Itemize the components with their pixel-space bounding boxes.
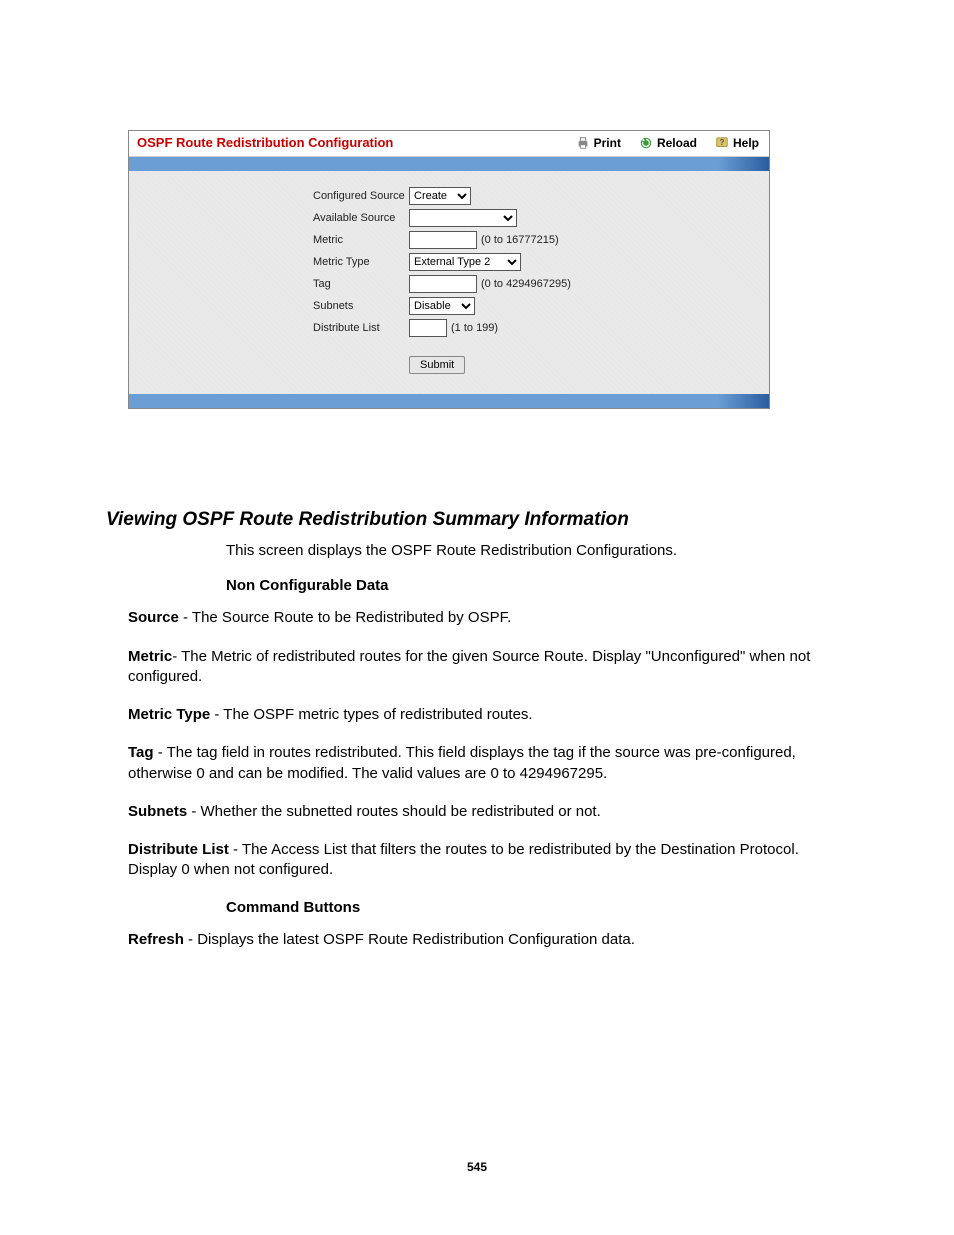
reload-button[interactable]: Reload: [639, 136, 697, 150]
help-button[interactable]: ? Help: [715, 136, 759, 150]
select-configured-source[interactable]: Create: [409, 187, 471, 205]
reload-label: Reload: [657, 136, 697, 150]
subheading-cmd: Command Buttons: [226, 899, 826, 916]
print-button[interactable]: Print: [576, 136, 621, 150]
hint-metric: (0 to 16777215): [481, 234, 559, 246]
def-source: Source - The Source Route to be Redistri…: [128, 608, 826, 628]
form-area: Configured Source Create Available Sourc…: [129, 171, 769, 394]
def-source-term: Source: [128, 609, 179, 626]
def-subnets-text: - Whether the subnetted routes should be…: [187, 803, 601, 820]
help-icon: ?: [715, 136, 729, 150]
hint-tag: (0 to 4294967295): [481, 278, 571, 290]
row-tag: Tag (0 to 4294967295): [129, 273, 769, 295]
def-dist-term: Distribute List: [128, 841, 229, 858]
label-distribute-list: Distribute List: [129, 322, 409, 334]
def-subnets-term: Subnets: [128, 803, 187, 820]
row-configured-source: Configured Source Create: [129, 185, 769, 207]
page-container: OSPF Route Redistribution Configuration …: [0, 0, 954, 1234]
def-distribute-list: Distribute List - The Access List that f…: [128, 840, 826, 881]
subheading-nonconfig: Non Configurable Data: [226, 577, 826, 594]
config-panel: OSPF Route Redistribution Configuration …: [128, 130, 770, 409]
def-metric-type: Metric Type - The OSPF metric types of r…: [128, 705, 826, 725]
def-source-text: - The Source Route to be Redistributed b…: [179, 609, 511, 626]
row-metric-type: Metric Type External Type 2: [129, 251, 769, 273]
def-metric: Metric- The Metric of redistributed rout…: [128, 647, 826, 688]
label-tag: Tag: [129, 278, 409, 290]
select-available-source[interactable]: [409, 209, 517, 227]
row-subnets: Subnets Disable: [129, 295, 769, 317]
help-label: Help: [733, 136, 759, 150]
submit-row: Submit: [129, 339, 769, 380]
bottom-blue-bar: [129, 394, 769, 408]
def-dist-text: - The Access List that filters the route…: [128, 841, 799, 878]
def-subnets: Subnets - Whether the subnetted routes s…: [128, 802, 826, 822]
top-blue-bar: [129, 157, 769, 171]
panel-title: OSPF Route Redistribution Configuration: [137, 135, 393, 150]
def-refresh: Refresh - Displays the latest OSPF Route…: [128, 930, 826, 950]
def-tag-text: - The tag field in routes redistributed.…: [128, 744, 796, 781]
select-subnets[interactable]: Disable: [409, 297, 475, 315]
select-metric-type[interactable]: External Type 2: [409, 253, 521, 271]
intro-text: This screen displays the OSPF Route Redi…: [226, 541, 826, 561]
panel-actions: Print Reload ? Help: [576, 136, 759, 150]
reload-icon: [639, 136, 653, 150]
def-metric-text: - The Metric of redistributed routes for…: [128, 648, 810, 685]
def-metric-type-term: Metric Type: [128, 706, 210, 723]
section-heading: Viewing OSPF Route Redistribution Summar…: [106, 509, 826, 531]
submit-button[interactable]: Submit: [409, 356, 465, 374]
def-metric-term: Metric: [128, 648, 172, 665]
label-metric-type: Metric Type: [129, 256, 409, 268]
input-metric[interactable]: [409, 231, 477, 249]
row-available-source: Available Source: [129, 207, 769, 229]
row-distribute-list: Distribute List (1 to 199): [129, 317, 769, 339]
print-label: Print: [594, 136, 621, 150]
label-available-source: Available Source: [129, 212, 409, 224]
row-metric: Metric (0 to 16777215): [129, 229, 769, 251]
def-tag-term: Tag: [128, 744, 154, 761]
page-number: 545: [128, 1160, 826, 1174]
print-icon: [576, 136, 590, 150]
def-refresh-text: - Displays the latest OSPF Route Redistr…: [184, 931, 635, 948]
def-metric-type-text: - The OSPF metric types of redistributed…: [210, 706, 532, 723]
label-metric: Metric: [129, 234, 409, 246]
def-tag: Tag - The tag field in routes redistribu…: [128, 743, 826, 784]
svg-text:?: ?: [720, 137, 725, 146]
label-configured-source: Configured Source: [129, 190, 409, 202]
panel-header: OSPF Route Redistribution Configuration …: [129, 131, 769, 157]
input-tag[interactable]: [409, 275, 477, 293]
hint-distribute-list: (1 to 199): [451, 322, 498, 334]
input-distribute-list[interactable]: [409, 319, 447, 337]
label-subnets: Subnets: [129, 300, 409, 312]
def-refresh-term: Refresh: [128, 931, 184, 948]
